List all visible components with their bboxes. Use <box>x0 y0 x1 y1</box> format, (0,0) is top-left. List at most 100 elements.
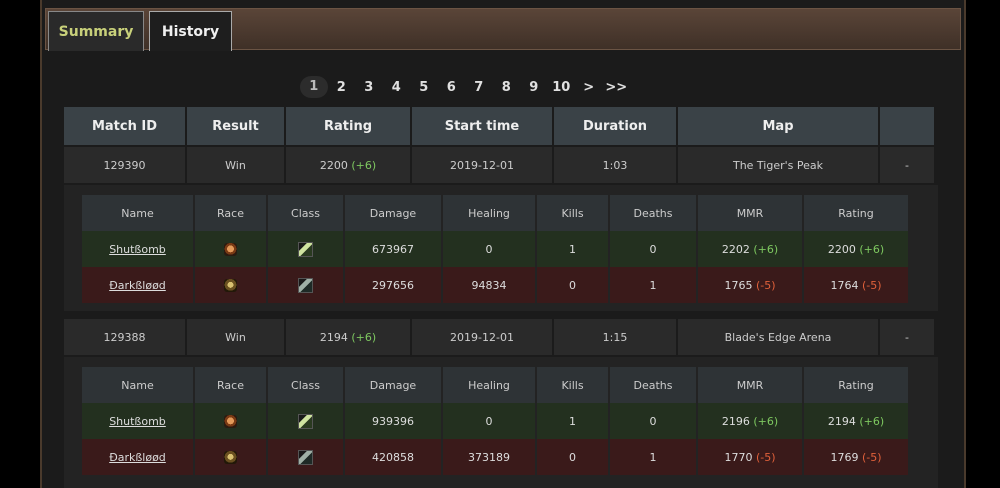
page-1[interactable]: 1 <box>300 76 328 98</box>
class-cell <box>268 267 343 303</box>
last-page-button[interactable]: >> <box>605 79 628 95</box>
healing-cell: 0 <box>443 403 535 439</box>
match-rating: 2200 (+6) <box>286 147 410 183</box>
player-name-link[interactable]: Shutßomb <box>109 242 166 256</box>
match-duration: 1:15 <box>554 319 676 355</box>
deaths-cell: 1 <box>610 439 696 475</box>
mmr-cell: 2196 (+6) <box>698 403 802 439</box>
mmr-cell: 2202 (+6) <box>698 231 802 267</box>
player-name-cell: Shutßomb <box>82 231 193 267</box>
next-page-button[interactable]: > <box>583 79 595 95</box>
player-name-link[interactable]: Shutßomb <box>109 414 166 428</box>
player-rating-delta: (+6) <box>859 414 885 428</box>
match-map: Blade's Edge Arena <box>678 319 878 355</box>
mmr-value: 1765 <box>724 278 753 292</box>
rating-delta: (+6) <box>351 330 377 344</box>
mmr-value: 1770 <box>724 450 753 464</box>
rogue-icon <box>298 413 313 429</box>
race-cell <box>195 231 266 267</box>
damage-cell: 297656 <box>345 267 441 303</box>
mmr-delta: (+6) <box>753 414 779 428</box>
col-healing[interactable]: Healing <box>443 367 535 403</box>
player-rating-value: 2200 <box>827 242 856 256</box>
kills-cell: 1 <box>537 403 608 439</box>
mmr-value: 2196 <box>721 414 750 428</box>
page-8[interactable]: 8 <box>501 79 511 95</box>
col-map[interactable]: Map <box>678 107 878 145</box>
col-result[interactable]: Result <box>187 107 284 145</box>
player-row: Ðarkßløød 420858 373189 0 1 1770 (-5) 17… <box>82 439 908 475</box>
page-9[interactable]: 9 <box>529 79 539 95</box>
rogue-icon <box>298 241 313 257</box>
deaths-cell: 1 <box>610 267 696 303</box>
player-table: Name Race Class Damage Healing Kills Dea… <box>80 367 910 475</box>
match-table-header: Match ID Result Rating Start time Durati… <box>62 107 936 145</box>
col-kills[interactable]: Kills <box>537 367 608 403</box>
mmr-delta: (-5) <box>755 278 776 292</box>
col-mmr[interactable]: MMR <box>698 195 802 231</box>
player-rating-value: 1764 <box>830 278 859 292</box>
col-race[interactable]: Race <box>195 195 266 231</box>
rating-value: 2200 <box>319 158 348 172</box>
match-extra: - <box>880 147 934 183</box>
col-deaths[interactable]: Deaths <box>610 195 696 231</box>
player-rating-cell: 1764 (-5) <box>804 267 908 303</box>
mmr-cell: 1765 (-5) <box>698 267 802 303</box>
player-row: Ðarkßløød 297656 94834 0 1 1765 (-5) 176… <box>82 267 908 303</box>
page-4[interactable]: 4 <box>391 79 401 95</box>
match-row[interactable]: 129390 Win 2200 (+6) 2019-12-01 1:03 The… <box>62 147 936 183</box>
race-cell <box>195 267 266 303</box>
col-player-rating[interactable]: Rating <box>804 367 908 403</box>
player-rating-value: 1769 <box>830 450 859 464</box>
match-result: Win <box>187 147 284 183</box>
page-7[interactable]: 7 <box>474 79 484 95</box>
col-deaths[interactable]: Deaths <box>610 367 696 403</box>
col-class[interactable]: Class <box>268 367 343 403</box>
col-damage[interactable]: Damage <box>345 195 441 231</box>
tab-summary[interactable]: Summary <box>48 11 144 51</box>
match-id: 129388 <box>64 319 185 355</box>
col-actions <box>880 107 934 145</box>
col-damage[interactable]: Damage <box>345 367 441 403</box>
col-name[interactable]: Name <box>82 195 193 231</box>
col-rating[interactable]: Rating <box>286 107 410 145</box>
col-class[interactable]: Class <box>268 195 343 231</box>
mmr-delta: (-5) <box>755 450 776 464</box>
col-mmr[interactable]: MMR <box>698 367 802 403</box>
col-match-id[interactable]: Match ID <box>64 107 185 145</box>
match-start-time: 2019-12-01 <box>412 319 552 355</box>
page-6[interactable]: 6 <box>446 79 456 95</box>
player-rating-delta: (+6) <box>859 242 885 256</box>
race-cell <box>195 403 266 439</box>
mmr-value: 2202 <box>721 242 750 256</box>
col-healing[interactable]: Healing <box>443 195 535 231</box>
healing-cell: 94834 <box>443 267 535 303</box>
class-cell <box>268 231 343 267</box>
damage-cell: 420858 <box>345 439 441 475</box>
page-2[interactable]: 2 <box>336 79 346 95</box>
class-cell <box>268 403 343 439</box>
tab-history[interactable]: History <box>149 11 232 51</box>
rating-delta: (+6) <box>351 158 377 172</box>
page-5[interactable]: 5 <box>419 79 429 95</box>
page-10[interactable]: 10 <box>552 79 571 95</box>
orc-icon <box>224 414 237 428</box>
col-player-rating[interactable]: Rating <box>804 195 908 231</box>
kills-cell: 1 <box>537 231 608 267</box>
mmr-delta: (+6) <box>753 242 779 256</box>
col-name[interactable]: Name <box>82 367 193 403</box>
col-duration[interactable]: Duration <box>554 107 676 145</box>
mmr-cell: 1770 (-5) <box>698 439 802 475</box>
player-name-link[interactable]: Ðarkßløød <box>109 450 166 464</box>
player-name-link[interactable]: Ðarkßløød <box>109 278 166 292</box>
player-rating-cell: 2194 (+6) <box>804 403 908 439</box>
col-race[interactable]: Race <box>195 367 266 403</box>
col-kills[interactable]: Kills <box>537 195 608 231</box>
class-cell <box>268 439 343 475</box>
match-row[interactable]: 129388 Win 2194 (+6) 2019-12-01 1:15 Bla… <box>62 319 936 355</box>
page-3[interactable]: 3 <box>364 79 374 95</box>
match-id: 129390 <box>64 147 185 183</box>
player-rating-value: 2194 <box>827 414 856 428</box>
col-start-time[interactable]: Start time <box>412 107 552 145</box>
tauren-icon <box>224 278 237 292</box>
